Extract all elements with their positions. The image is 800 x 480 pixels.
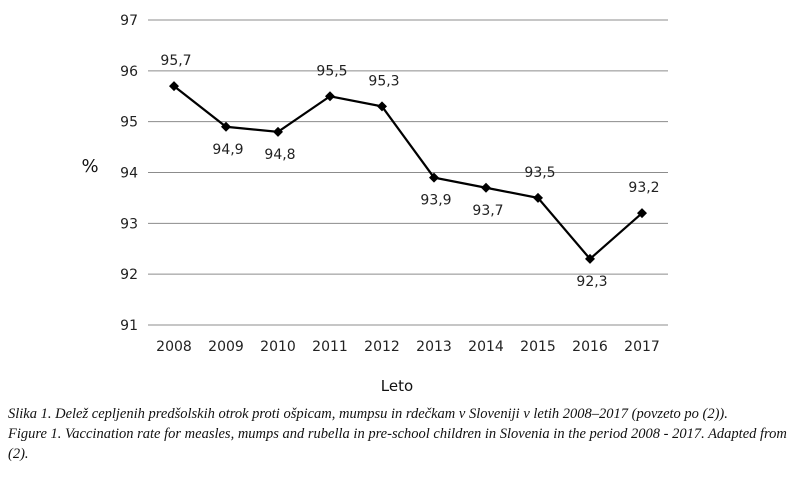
y-tick-label: 97: [120, 13, 138, 29]
x-tick-label: 2008: [156, 339, 192, 355]
data-point-marker: [481, 182, 491, 193]
y-tick-label: 91: [120, 318, 138, 334]
figure-caption: Slika 1. Delež cepljenih predšolskih otr…: [8, 404, 794, 464]
data-label: 94,9: [212, 142, 243, 158]
x-tick-label: 2013: [416, 339, 452, 355]
data-labels: 95,7 94,9 94,8 95,5 95,3 93,9 93,7 93,5 92,3 93,2: [160, 53, 659, 290]
data-label: 92,3: [576, 274, 607, 290]
data-label: 95,3: [368, 73, 399, 89]
y-tick-label: 94: [120, 166, 138, 182]
x-tick-label: 2016: [572, 339, 608, 355]
data-label: 93,5: [524, 165, 555, 181]
x-tick-label: 2009: [208, 339, 244, 355]
data-label: 95,5: [316, 63, 347, 79]
data-point-marker: [221, 121, 231, 132]
data-markers: [169, 81, 647, 264]
series-line: [173, 85, 643, 261]
y-tick-label: 92: [120, 267, 138, 283]
data-point-marker: [273, 126, 283, 137]
data-point-marker: [429, 172, 439, 183]
data-label: 95,7: [160, 53, 191, 69]
x-tick-label: 2014: [468, 339, 504, 355]
y-tick-label: 95: [120, 115, 138, 131]
y-tick-label: 93: [120, 216, 138, 232]
caption-english: Figure 1. Vaccination rate for measles, …: [8, 426, 787, 462]
x-tick-label: 2015: [520, 339, 556, 355]
series-polyline: [173, 85, 643, 261]
x-tick-labels: 2008 2009 2010 2011 2012 2013 2014 2015 2016 2017: [156, 339, 660, 355]
x-tick-label: 2010: [260, 339, 296, 355]
data-label: 93,2: [628, 180, 659, 196]
y-tick-labels: 91 92 93 94 95 96 97: [120, 13, 138, 334]
x-tick-label: 2017: [624, 339, 660, 355]
data-point-marker: [533, 192, 543, 203]
data-point-marker: [169, 81, 179, 92]
x-tick-label: 2011: [312, 339, 348, 355]
data-label: 93,7: [472, 203, 503, 219]
data-label: 94,8: [264, 147, 295, 163]
data-label: 93,9: [420, 193, 451, 209]
x-axis-label: Leto: [381, 377, 413, 395]
data-point-marker: [377, 101, 387, 112]
data-point-marker: [325, 91, 335, 102]
gridlines: [148, 19, 668, 326]
y-axis-label: %: [81, 156, 98, 177]
x-tick-label: 2012: [364, 339, 400, 355]
y-tick-label: 96: [120, 64, 138, 80]
caption-slovenian: Slika 1. Delež cepljenih predšolskih otr…: [8, 406, 728, 422]
data-point-marker: [585, 253, 595, 264]
data-point-marker: [637, 208, 647, 219]
